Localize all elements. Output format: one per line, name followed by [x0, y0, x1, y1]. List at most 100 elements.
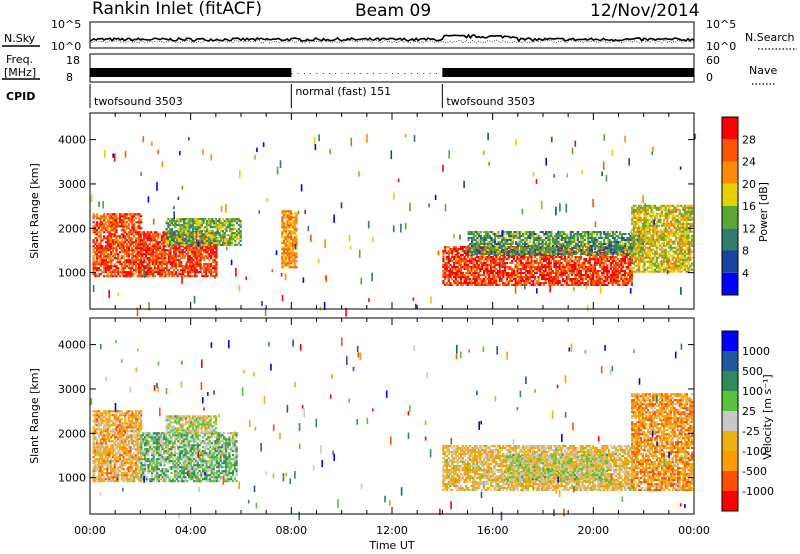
range-gate-cell	[94, 223, 97, 226]
range-gate-cell	[478, 234, 481, 237]
range-gate-cell	[543, 238, 546, 241]
range-gate-cell	[160, 275, 163, 278]
range-gate-cell	[533, 276, 537, 279]
range-gate-cell	[97, 275, 100, 278]
range-gate-cell	[475, 278, 478, 281]
range-gate-cell	[514, 280, 517, 283]
range-gate-cell	[144, 241, 148, 244]
range-gate-cell	[580, 244, 583, 247]
range-gate-cell	[281, 218, 284, 221]
range-gate-cell	[111, 233, 115, 236]
range-gate-cell	[532, 264, 535, 267]
range-gate-cell	[602, 266, 605, 269]
range-gate-cell	[652, 224, 655, 227]
range-gate-cell	[657, 234, 660, 237]
range-gate-cell	[599, 270, 602, 273]
range-gate-cell	[144, 237, 148, 240]
range-gate-cell	[118, 213, 122, 216]
range-gate-cell	[525, 256, 528, 259]
range-gate-cell	[215, 273, 218, 276]
range-gate-cell	[632, 208, 635, 211]
range-gate-cell	[650, 264, 653, 267]
range-gate-cell	[209, 238, 212, 241]
range-gate-cell	[639, 228, 643, 231]
range-gate-cell	[643, 250, 646, 253]
range-gate-cell	[108, 257, 111, 260]
range-gate-cell	[101, 253, 104, 256]
range-gate-cell	[485, 246, 488, 249]
range-gate-cell	[159, 267, 162, 270]
range-gate-cell	[586, 283, 589, 286]
range-gate-cell	[159, 241, 162, 244]
range-gate-cell	[544, 274, 547, 277]
range-gate-cell	[291, 252, 294, 255]
range-gate-cell	[532, 233, 535, 236]
range-gate-cell	[155, 235, 158, 238]
range-gate-cell	[493, 236, 497, 239]
range-gate-cell	[447, 252, 450, 255]
range-gate-cell	[648, 254, 651, 257]
range-gate-cell	[560, 266, 563, 269]
range-gate-cell	[569, 244, 572, 247]
range-gate-cell	[511, 238, 514, 241]
range-gate-cell	[124, 265, 127, 268]
range-gate-cell	[593, 266, 596, 269]
range-gate-cell	[616, 272, 619, 275]
range-gate-cell	[478, 244, 481, 247]
range-gate-cell	[528, 272, 531, 275]
range-gate-cell	[632, 210, 635, 213]
range-gate-cell	[183, 265, 186, 268]
range-gate-cell	[218, 226, 221, 229]
range-gate-cell	[595, 282, 598, 285]
range-gate-cell	[496, 276, 500, 279]
range-gate-cell	[555, 264, 558, 267]
range-gate-cell	[620, 236, 623, 239]
range-gate-cell	[110, 247, 113, 250]
range-gate-cell	[556, 266, 559, 269]
range-gate-cell	[115, 251, 118, 254]
range-gate-cell	[523, 282, 526, 285]
range-gate-cell	[511, 236, 514, 239]
range-gate-cell	[576, 264, 579, 267]
range-gate-cell	[495, 268, 498, 271]
range-gate-cell	[167, 245, 170, 248]
range-gate-cell	[228, 228, 232, 231]
range-gate-cell	[234, 232, 237, 235]
range-gate-cell	[284, 214, 287, 217]
range-gate-cell	[589, 242, 592, 245]
range-gate-cell	[521, 280, 524, 283]
range-gate-cell	[655, 226, 658, 229]
range-gate-cell	[157, 235, 160, 238]
range-gate-cell	[204, 271, 207, 274]
range-gate-cell	[94, 265, 97, 268]
range-gate-cell	[541, 246, 544, 249]
range-gate-cell	[590, 252, 593, 255]
range-gate-cell	[630, 258, 633, 261]
range-gate-cell	[157, 263, 160, 266]
range-gate-cell	[449, 248, 452, 251]
range-gate-cell	[106, 231, 109, 234]
range-gate-cell	[134, 263, 137, 266]
range-gate-cell	[281, 246, 284, 249]
range-gate-cell	[541, 262, 544, 265]
range-gate-cell	[157, 265, 160, 268]
range-gate-cell	[201, 245, 204, 248]
range-gate-cell	[467, 274, 470, 277]
range-gate-cell	[177, 218, 180, 221]
range-gate-cell	[585, 270, 588, 273]
range-gate-cell	[103, 237, 106, 240]
range-gate-cell	[489, 264, 493, 267]
range-gate-cell	[208, 253, 211, 256]
range-gate-cell	[209, 240, 212, 243]
range-gate-cell	[650, 206, 653, 209]
range-gate-cell	[200, 236, 203, 239]
range-gate-cell	[199, 230, 202, 233]
range-gate-cell	[519, 256, 522, 259]
range-gate-cell	[97, 225, 100, 228]
range-gate-cell	[486, 250, 489, 253]
range-gate-cell	[604, 266, 607, 269]
range-gate-cell	[532, 283, 535, 286]
range-gate-cell	[604, 252, 608, 255]
range-gate-cell	[115, 219, 118, 222]
range-gate-cell	[558, 280, 561, 283]
